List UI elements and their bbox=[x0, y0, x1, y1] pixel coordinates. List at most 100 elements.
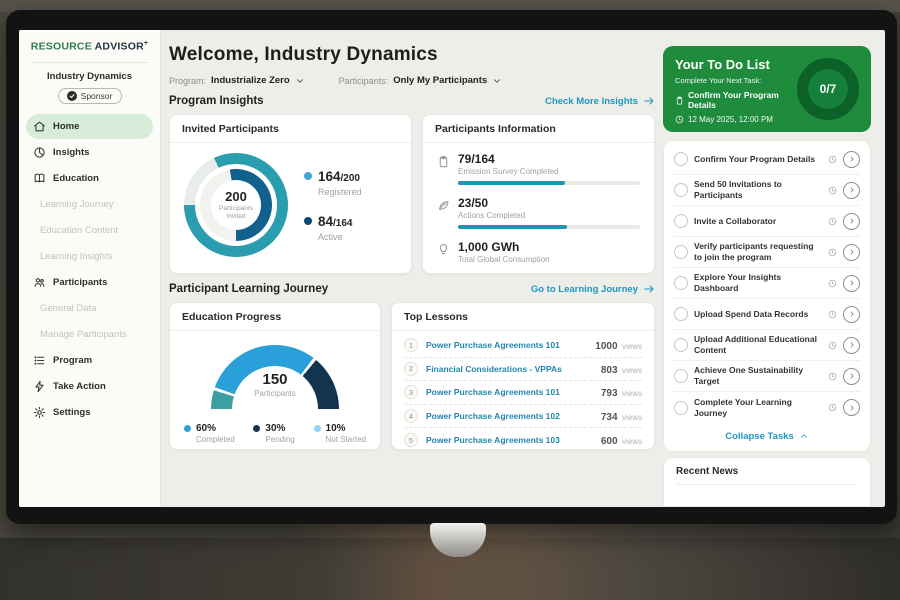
task-open-button[interactable] bbox=[843, 336, 860, 354]
sidebar-item[interactable]: Take Action bbox=[26, 374, 153, 399]
sidebar-item[interactable]: Education bbox=[26, 166, 153, 191]
top-lessons-card: Top Lessons 1 Power Purchase Agreements … bbox=[391, 302, 655, 450]
lesson-link[interactable]: Financial Considerations - VPPAs bbox=[426, 363, 562, 374]
program-insights-header: Program Insights Check More Insights bbox=[169, 95, 655, 107]
sidebar: RESOURCE ADVISOR+ Industry Dynamics Spon… bbox=[19, 30, 161, 507]
lesson-link[interactable]: Power Purchase Agreements 103 bbox=[426, 435, 560, 446]
task-checkbox[interactable] bbox=[674, 338, 688, 352]
nav-item-label: Education bbox=[53, 172, 99, 184]
nav-item-label: Manage Participants bbox=[40, 328, 127, 340]
legend-total: /164 bbox=[333, 218, 353, 229]
task-checkbox[interactable] bbox=[674, 183, 688, 197]
task-checkbox[interactable] bbox=[674, 152, 688, 166]
task-row: Upload Additional Educational Content bbox=[674, 330, 860, 361]
logo-resource: RESOURCE bbox=[30, 40, 92, 53]
todo-summary-card: Your To Do List Complete Your Next Task:… bbox=[663, 46, 871, 132]
go-to-learning-journey-link[interactable]: Go to Learning Journey bbox=[531, 283, 655, 295]
info-stat-row: 79/164 Emission Survey Completed bbox=[437, 152, 640, 185]
legend-total: /200 bbox=[340, 173, 360, 184]
section-title-program-insights: Program Insights bbox=[169, 95, 264, 107]
task-checkbox[interactable] bbox=[674, 369, 688, 383]
task-open-button[interactable] bbox=[843, 274, 860, 292]
todo-subtitle: Complete Your Next Task: bbox=[675, 76, 762, 85]
lesson-rank-badge: 5 bbox=[404, 433, 418, 448]
sidebar-item[interactable]: Learning Journey bbox=[26, 192, 153, 217]
legend-label: Not Started bbox=[325, 435, 366, 444]
task-label: Upload Spend Data Records bbox=[694, 308, 809, 319]
filter-dropdown[interactable]: Program: Industrialize Zero bbox=[169, 75, 305, 86]
sidebar-item[interactable]: Home bbox=[26, 113, 153, 139]
filter-dropdown[interactable]: Participants: Only My Participants bbox=[339, 75, 503, 86]
nav-item-icon bbox=[33, 146, 46, 159]
legend-dot bbox=[184, 425, 191, 432]
chevron-up-icon bbox=[799, 431, 809, 441]
sidebar-item[interactable]: Settings bbox=[26, 400, 153, 425]
nav-item-label: Program bbox=[53, 354, 93, 366]
task-open-button[interactable] bbox=[843, 150, 860, 168]
chevron-down-icon bbox=[295, 76, 305, 86]
task-open-button[interactable] bbox=[843, 367, 860, 385]
stat-label: Actions Completed bbox=[458, 211, 526, 220]
task-checkbox[interactable] bbox=[674, 276, 688, 290]
legend-label: Completed bbox=[196, 435, 235, 444]
progress-bar-fill bbox=[458, 225, 568, 229]
lesson-row: 4 Power Purchase Agreements 102 734 view… bbox=[404, 405, 642, 429]
sidebar-item[interactable]: Participants bbox=[26, 270, 153, 295]
info-stat-row: 1,000 GWh Total Global Consumption bbox=[437, 240, 640, 264]
task-open-button[interactable] bbox=[843, 212, 860, 230]
task-label: Achieve One Sustainability Target bbox=[694, 365, 804, 386]
stat-value: 79/164 bbox=[458, 152, 495, 166]
task-checkbox[interactable] bbox=[674, 245, 688, 259]
arrow-right-icon bbox=[643, 283, 655, 295]
task-checkbox[interactable] bbox=[674, 400, 688, 415]
task-open-button[interactable] bbox=[843, 181, 860, 199]
legend-percent: 30% bbox=[265, 423, 286, 434]
sponsor-icon bbox=[66, 90, 77, 101]
filter-label: Program: bbox=[169, 75, 207, 86]
sidebar-item[interactable]: General Data bbox=[26, 296, 153, 321]
stat-value: 1,000 GWh bbox=[458, 240, 520, 254]
nav-item-label: Learning Journey bbox=[40, 198, 114, 210]
task-row: Upload Spend Data Records bbox=[674, 299, 860, 330]
nav-item-icon bbox=[33, 354, 46, 367]
legend-dot bbox=[253, 425, 261, 432]
task-open-button[interactable] bbox=[843, 399, 860, 416]
task-open-button[interactable] bbox=[843, 305, 860, 323]
check-more-insights-link[interactable]: Check More Insights bbox=[545, 95, 655, 107]
gauge-legend: 60% Completed 30% Pending bbox=[170, 423, 380, 444]
lesson-link[interactable]: Power Purchase Agreements 101 bbox=[426, 340, 560, 351]
task-checkbox[interactable] bbox=[674, 214, 688, 228]
sidebar-item[interactable]: Learning Insights bbox=[26, 244, 153, 269]
task-checkbox[interactable] bbox=[674, 307, 688, 321]
chevron-down-icon bbox=[492, 76, 502, 86]
lesson-row: 1 Power Purchase Agreements 101 1000 vie… bbox=[404, 334, 642, 358]
clock-icon bbox=[828, 217, 837, 226]
nav-item-label: General Data bbox=[40, 302, 97, 314]
logo-advisor: ADVISOR bbox=[94, 40, 144, 53]
nav-item-icon bbox=[33, 380, 46, 393]
filter-value: Industrialize Zero bbox=[211, 75, 290, 86]
clock-icon bbox=[828, 372, 837, 381]
gauge-center-label: Participants bbox=[254, 389, 296, 398]
task-label: Confirm Your Program Details bbox=[694, 153, 816, 164]
task-open-button[interactable] bbox=[843, 243, 860, 261]
clock-icon bbox=[675, 115, 684, 124]
lesson-link[interactable]: Power Purchase Agreements 101 bbox=[426, 387, 560, 398]
monitor-bezel: RESOURCE ADVISOR+ Industry Dynamics Spon… bbox=[6, 10, 897, 524]
nav-item-label: Participants bbox=[53, 276, 108, 288]
card-title: Top Lessons bbox=[392, 303, 654, 331]
sidebar-nav: Home Insights Education bbox=[19, 113, 160, 426]
lesson-link[interactable]: Power Purchase Agreements 102 bbox=[426, 411, 560, 422]
dashboard-screen: RESOURCE ADVISOR+ Industry Dynamics Spon… bbox=[19, 30, 885, 507]
task-label: Complete Your Learning Journey bbox=[694, 396, 792, 418]
nav-item-icon bbox=[33, 276, 46, 289]
sidebar-item[interactable]: Insights bbox=[26, 140, 153, 165]
invited-participants-donut-chart: 200 Participants Invited bbox=[184, 153, 288, 257]
info-stat-row: 23/50 Actions Completed bbox=[437, 196, 640, 229]
sidebar-item[interactable]: Program bbox=[26, 348, 153, 373]
sidebar-item[interactable]: Education Content bbox=[26, 218, 153, 243]
sidebar-item[interactable]: Manage Participants bbox=[26, 322, 153, 347]
task-row: Verify participants requesting to join t… bbox=[674, 237, 860, 268]
collapse-tasks-link[interactable]: Collapse Tasks bbox=[674, 423, 860, 449]
